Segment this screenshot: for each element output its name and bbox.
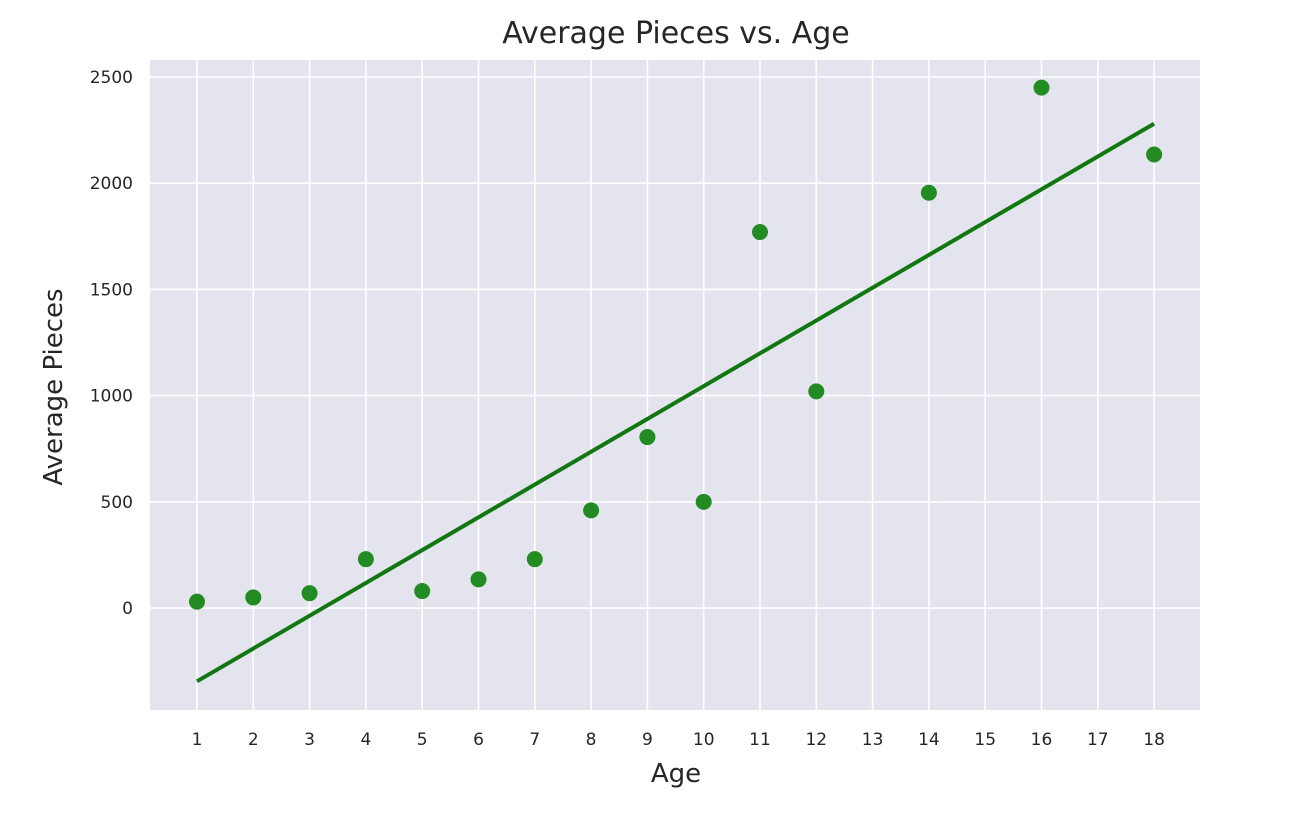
x-tick-label: 18 [1143,730,1165,750]
y-tick-labels: 0 500 1000 1500 2000 2500 [90,68,133,619]
x-tick-label: 10 [693,730,715,750]
data-point [414,583,431,600]
data-point [470,571,487,588]
data-point [1033,79,1050,96]
x-tick-label: 6 [473,730,484,750]
y-tick-label: 1500 [90,280,133,300]
x-tick-label: 11 [749,730,771,750]
y-tick-label: 500 [101,493,133,513]
data-point [301,585,318,602]
x-tick-label: 4 [360,730,371,750]
data-point [357,551,374,568]
data-point [695,493,712,510]
x-tick-label: 7 [529,730,540,750]
x-tick-label: 17 [1087,730,1109,750]
trend-line-group [195,121,1156,684]
x-tick-label: 14 [918,730,940,750]
data-points [189,79,1163,610]
x-tick-label: 8 [586,730,597,750]
x-axis-label: Age [651,759,701,789]
data-point [639,429,656,446]
data-point [583,502,600,519]
x-tick-labels: 1 2 3 4 5 6 7 8 9 10 11 12 13 14 15 16 17 18 [192,730,1165,750]
y-tick-label: 1000 [90,387,133,407]
data-point [245,589,262,606]
x-tick-label: 15 [974,730,996,750]
data-point [1146,146,1163,163]
data-point [808,383,825,400]
x-tick-label: 5 [417,730,428,750]
x-tick-label: 13 [862,730,884,750]
y-axis-label: Average Pieces [39,288,69,485]
x-tick-label: 1 [192,730,203,750]
y-tick-label: 0 [122,599,133,619]
x-tick-label: 2 [248,730,259,750]
data-point [752,224,768,241]
x-tick-label: 9 [642,730,653,750]
data-point [920,184,937,201]
x-tick-label: 16 [1031,730,1053,750]
data-point [526,551,543,568]
x-tick-label: 12 [805,730,827,750]
plot-area [150,60,1200,710]
chart-title: Average Pieces vs. Age [502,16,850,51]
y-tick-label: 2500 [90,68,133,88]
y-tick-label: 2000 [90,174,133,194]
x-tick-label: 3 [304,730,315,750]
grid [150,60,1200,710]
trend-line [195,121,1156,684]
data-point [189,593,205,610]
